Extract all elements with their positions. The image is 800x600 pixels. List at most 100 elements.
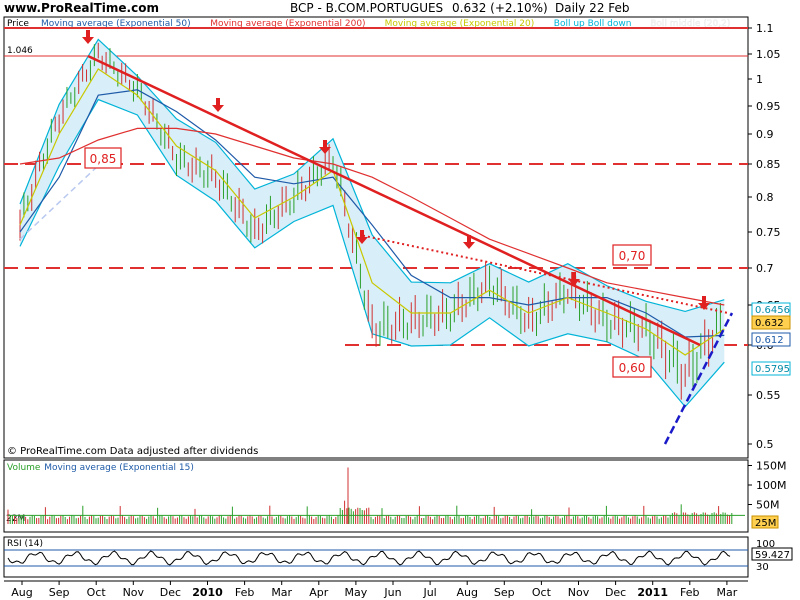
rsi-tag-label: 59.427 [755,550,790,561]
level-box-label: 0,70 [619,249,646,263]
y-tick-label: 0.7 [756,262,774,275]
x-tick-label: Apr [309,586,329,599]
price-tag-label: 0.612 [755,335,784,346]
legend-item: Moving average (Exponential 200) [210,19,365,29]
y-tick-label: 50M [756,499,780,512]
price-tags: 0.6456 0.632 0.612 0.5795 [751,302,791,376]
ma-line [19,68,725,356]
legend-item: Boll middle (20,2) [650,19,730,29]
x-tick-label: Oct [87,586,107,599]
legend-item: Volume [7,463,41,473]
price-tag-label: 0.5795 [755,364,790,375]
x-tick-label: Jul [422,586,436,599]
x-tick-label: Feb [235,586,254,599]
y-tick-label: 100 [756,539,775,550]
ma-line [19,127,725,306]
y-tick-label: 0.75 [756,226,781,239]
rsi-line [7,550,731,566]
marker-arrow [568,279,580,286]
marker-arrow [82,37,94,44]
y-tick-label: 0.9 [756,128,774,141]
price-tag [751,361,791,376]
x-tick-label: Sep [494,586,515,599]
x-tick-label: Mar [717,586,738,599]
y-tick-label: 1 [756,73,763,86]
level-box [84,147,122,169]
price-tag [751,315,791,330]
volume-plot: 150M 100M 50M 25M [7,460,787,529]
marker-arrow [319,147,331,154]
x-axis: Aug Sep Oct Nov Dec 2010 Feb Mar Apr May Jun Jul Aug… [4,580,748,599]
x-tick-label: Aug [456,586,477,599]
downtrend-line [87,54,701,347]
y-tick-label: 0.55 [756,389,781,402]
marker-arrow [356,237,368,244]
y-tick-label: 0.85 [756,158,781,171]
ma-line [19,89,725,338]
y-tick-label: 30 [756,562,769,573]
x-tick-label: 2010 [192,586,223,599]
volume-tag [751,515,779,529]
marker-arrow [572,272,576,279]
level-box [612,356,652,378]
x-tick-label: Nov [123,586,145,599]
marker-arrow [212,105,224,112]
volume-left-label: 22M [6,514,25,524]
volume-legend: Volume Moving average (Exponential 15) [7,463,194,473]
y-tick-label: 1.1 [756,22,774,35]
faint-trend-line [19,163,101,240]
x-tick-label: Aug [11,586,32,599]
level-box-label: 0,60 [619,361,646,375]
y-tick-label: 0.95 [756,100,781,113]
x-tick-label: Jun [383,586,401,599]
marker-arrow [360,230,364,237]
marker-arrow [698,303,710,310]
price-tag [751,332,791,347]
x-tick-label: Oct [532,586,552,599]
x-tick-label: Nov [568,586,590,599]
quote-label: 0.632 (+2.10%) [452,1,548,15]
marker-arrow [86,30,90,37]
marker-arrow [467,235,471,242]
marker-arrow [323,140,327,147]
x-tick-label: Sep [49,586,70,599]
x-tick-label: 2011 [637,586,668,599]
x-tick-label: Mar [271,586,292,599]
volume-tag-label: 25M [755,518,776,529]
legend-item: Boll up Boll down [554,19,632,29]
x-tick-label: Dec [605,586,626,599]
footer-note: © ProRealTime.com Data adjusted after di… [7,446,258,457]
instrument-label: BCP - B.COM.PORTUGUES [290,1,443,15]
legend-item: Moving average (Exponential 50) [41,19,191,29]
top-level-label: 1.046 [7,46,33,56]
legend-item: Moving average (Exponential 15) [44,463,194,473]
x-tick-label: Dec [160,586,181,599]
price-plot: 0,85 0,70 0,60 [4,27,748,445]
rsi-tag [751,547,793,561]
price-tag-label: 0.632 [755,318,784,329]
site-label[interactable]: www.ProRealTime.com [4,1,159,15]
level-box [612,244,652,266]
marker-arrow [702,296,706,303]
price-legend: Price Moving average (Exponential 50) Movi… [7,19,731,29]
dotted-trend-line [362,234,729,314]
y-tick-label: 100M [756,479,787,492]
y-tick-label: 0.8 [756,191,774,204]
uptrend-line [663,312,734,445]
rsi-panel [3,536,749,578]
y-tick-label: 150M [756,460,787,473]
legend-item: Moving average (Exponential 20) [385,19,535,29]
x-tick-label: Feb [680,586,699,599]
rsi-legend: RSI (14) [7,539,43,549]
y-tick-label: 1.05 [756,48,781,61]
y-tick-label: 0.5 [756,438,774,451]
legend-item: Price [7,19,29,29]
marker-arrow [216,98,220,105]
marker-arrow [463,242,475,249]
x-tick-label: May [345,586,368,599]
rsi-plot: 100703059.427 [4,539,793,573]
period-label: Daily 22 Feb [555,1,630,15]
level-box-label: 0,85 [90,152,117,166]
price-tag-label: 0.6456 [755,305,790,316]
